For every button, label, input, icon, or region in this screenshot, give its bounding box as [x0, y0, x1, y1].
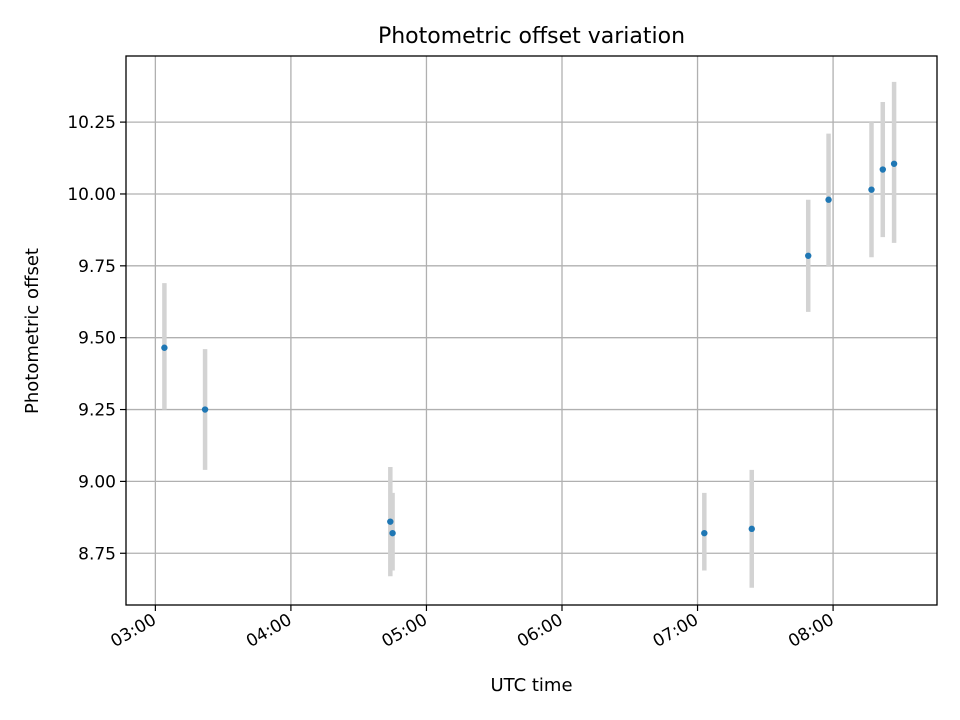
- y-axis-ticks: 8.75 9.00 9.25 9.50 9.75 10.00 10.25: [67, 113, 126, 564]
- data-point: [868, 186, 875, 193]
- error-bars: [162, 81, 897, 588]
- y-tick-label: 9.25: [78, 401, 116, 421]
- y-tick-label: 9.75: [78, 257, 116, 277]
- data-point: [879, 166, 886, 173]
- y-tick-label: 10.25: [67, 113, 116, 133]
- data-point: [825, 196, 832, 203]
- y-tick-label: 10.00: [67, 185, 116, 205]
- data-point: [701, 529, 708, 537]
- data-point: [805, 252, 812, 259]
- y-tick-label: 9.50: [78, 329, 116, 349]
- y-axis-label: Photometric offset: [22, 248, 43, 414]
- x-tick-label: 04:00: [243, 610, 295, 652]
- chart-title: Photometric offset variation: [378, 24, 685, 49]
- x-axis-label: UTC time: [490, 675, 572, 696]
- x-axis-ticks: 03:00 04:00 05:00 06:00 07:00 08:00: [107, 605, 838, 652]
- data-point: [387, 518, 394, 525]
- data-point: [389, 529, 396, 537]
- data-point: [890, 160, 898, 167]
- data-point: [161, 344, 168, 351]
- grid: [126, 56, 937, 605]
- y-tick-label: 9.00: [78, 472, 116, 492]
- x-tick-label: 07:00: [650, 610, 702, 652]
- x-tick-label: 03:00: [107, 610, 159, 652]
- x-tick-label: 08:00: [785, 610, 837, 652]
- y-tick-label: 8.75: [78, 544, 116, 564]
- plot-frame: [125, 55, 938, 606]
- x-tick-label: 06:00: [514, 610, 566, 652]
- data-point: [748, 525, 755, 533]
- data-points: [161, 160, 898, 537]
- x-tick-label: 05:00: [379, 610, 431, 652]
- data-point: [201, 406, 209, 413]
